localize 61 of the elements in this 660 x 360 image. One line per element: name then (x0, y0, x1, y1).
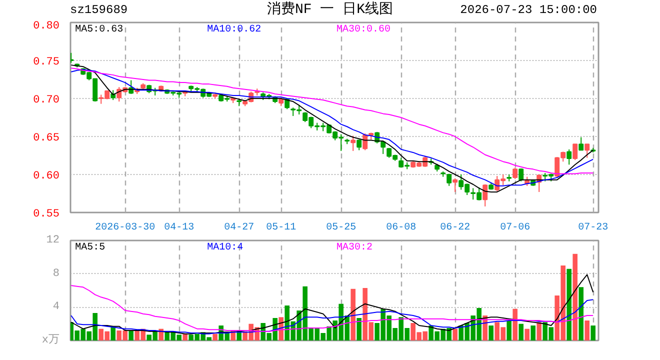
x-tick-label: 04-13 (164, 222, 194, 234)
y-tick-label: 0.55 (33, 208, 60, 220)
bar (584, 320, 590, 340)
x-tick-label: 07-23 (578, 222, 608, 234)
bar (350, 288, 356, 340)
bar (536, 322, 542, 340)
text: MA30:2 (336, 242, 373, 254)
y-tick-label: 0.75 (33, 56, 60, 68)
candlestick (566, 148, 572, 166)
x-tick-label: 2026-03-30 (95, 222, 156, 234)
text: MA5:5 (75, 242, 106, 254)
bar (212, 334, 218, 340)
y-tick-label: 0.65 (33, 132, 60, 144)
x-tick-label: 06-08 (386, 222, 416, 234)
bar (506, 320, 512, 340)
line-series (70, 274, 594, 334)
y-tick-label: x万 (42, 334, 60, 346)
candlestick (482, 184, 488, 207)
bar (128, 330, 134, 340)
line-series (70, 285, 594, 332)
chart-title: 消费NF 一 日K线图 (266, 2, 393, 18)
text: MA10:0.62 (207, 24, 262, 36)
y-tick-label: 4 (52, 301, 60, 314)
text: MA30:0.60 (336, 24, 391, 36)
bar (530, 326, 536, 340)
x-tick-label: 07-06 (500, 222, 530, 234)
text: sz159689 (70, 2, 128, 19)
x-tick-label: 05-25 (326, 222, 356, 234)
bar (578, 287, 584, 340)
candlestick (446, 173, 452, 186)
y-tick-label: 0.60 (33, 170, 60, 182)
candlestick (356, 139, 362, 151)
bar (512, 308, 518, 340)
y-tick-label: 8 (52, 268, 60, 280)
text: MA10:4 (207, 242, 244, 254)
candlestick (512, 167, 518, 180)
bar (488, 326, 494, 340)
text: MA5:0.63 (75, 24, 124, 36)
candlestick (452, 178, 458, 192)
bar (566, 268, 572, 340)
bar (518, 324, 524, 340)
bar (572, 254, 578, 340)
candlestick (518, 168, 524, 182)
bar (356, 318, 362, 340)
bar (590, 326, 596, 340)
bar (182, 334, 188, 340)
bar (452, 328, 458, 340)
text: 2026-07-23 15:00:00 (460, 2, 597, 19)
bar (110, 327, 116, 340)
y-tick-label: 0.70 (33, 94, 60, 106)
bar (524, 328, 530, 340)
candlestick (578, 136, 584, 151)
y-tick-label: 12 (46, 234, 60, 246)
y-tick-label: 0.80 (33, 20, 60, 32)
x-tick-label: 04-27 (224, 222, 254, 234)
line-series (70, 299, 594, 334)
candlestick (350, 135, 356, 152)
candlestick (572, 144, 578, 161)
candlestick (584, 144, 590, 158)
x-tick-label: 06-22 (440, 222, 470, 234)
x-tick-label: 05-11 (266, 222, 296, 234)
